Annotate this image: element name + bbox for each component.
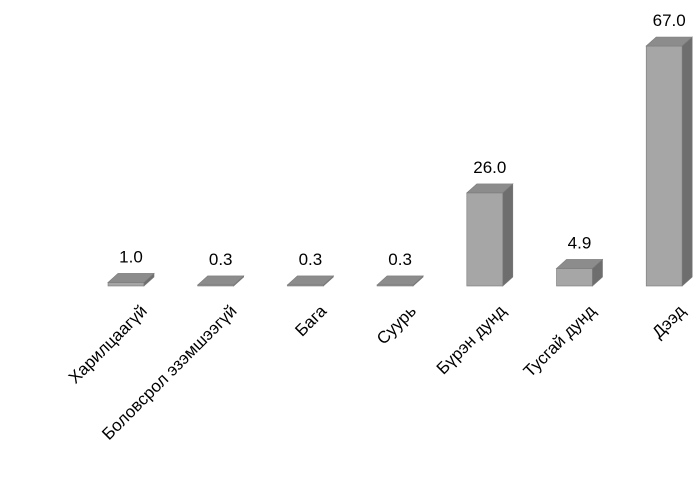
value-label: 0.3 — [388, 250, 412, 269]
category-label: Харилцаагүй — [65, 301, 151, 387]
value-label: 67.0 — [653, 11, 686, 30]
value-label: 1.0 — [119, 247, 143, 266]
bar — [466, 183, 514, 287]
value-label: 4.9 — [568, 233, 592, 252]
category-label: Дээд — [648, 301, 689, 342]
bars-group — [107, 36, 693, 287]
value-labels-group: 1.0 0.3 0.3 0.3 26.0 4.9 67.0 — [119, 11, 686, 269]
bar-side — [502, 183, 514, 287]
bar-top — [286, 275, 335, 286]
value-label: 26.0 — [473, 158, 506, 177]
bar-top — [555, 259, 604, 269]
bar — [645, 36, 693, 287]
bar-top — [107, 273, 155, 283]
bar-front — [466, 192, 504, 287]
value-label: 0.3 — [209, 250, 233, 269]
category-label: Тусгай дунд — [520, 301, 600, 381]
bar — [376, 275, 424, 287]
bar-top — [645, 36, 693, 47]
bar-side — [681, 36, 693, 287]
bar-top — [376, 275, 424, 286]
bar-front — [556, 268, 593, 287]
bar — [555, 258, 604, 287]
bar-top — [466, 183, 514, 194]
bar-front — [645, 45, 683, 287]
bar-top — [196, 275, 245, 286]
category-label: Суурь — [373, 301, 420, 348]
value-label: 0.3 — [299, 250, 323, 269]
category-label: Бүрэн дунд — [433, 301, 510, 378]
category-label: Бага — [291, 301, 330, 340]
bar — [286, 275, 335, 287]
bar — [107, 272, 155, 287]
bar — [196, 275, 245, 287]
bar-front — [107, 282, 145, 287]
